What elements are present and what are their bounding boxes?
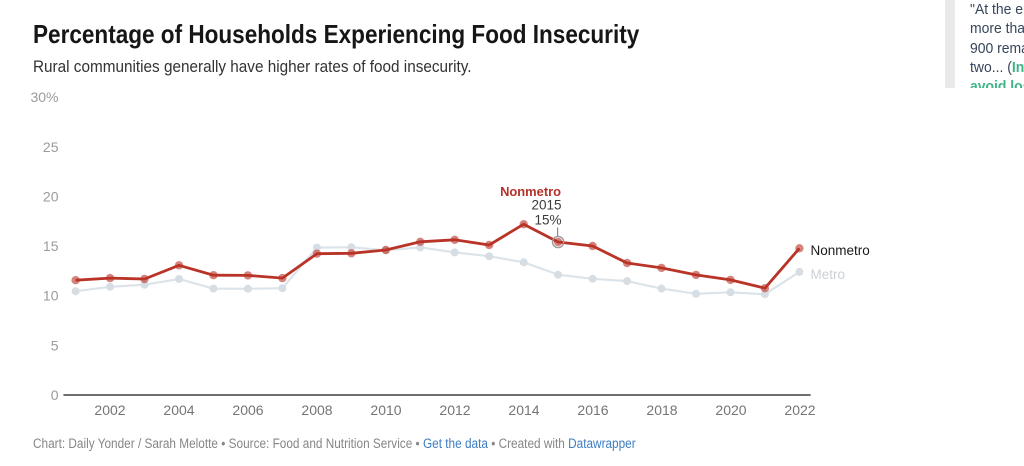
svg-text:2022: 2022	[784, 402, 815, 418]
svg-text:30%: 30%	[30, 89, 58, 105]
svg-text:10: 10	[43, 288, 59, 304]
svg-text:2008: 2008	[301, 402, 332, 418]
svg-text:2010: 2010	[370, 402, 401, 418]
svg-text:2012: 2012	[439, 402, 470, 418]
svg-text:15%: 15%	[534, 212, 561, 227]
svg-text:Metro: Metro	[811, 267, 846, 282]
svg-text:2004: 2004	[163, 402, 194, 418]
svg-text:2006: 2006	[232, 402, 263, 418]
svg-text:5: 5	[51, 337, 59, 353]
svg-text:Nonmetro: Nonmetro	[500, 184, 561, 199]
svg-text:2014: 2014	[508, 402, 539, 418]
svg-text:0: 0	[51, 387, 59, 403]
svg-text:20: 20	[43, 188, 59, 204]
svg-text:15: 15	[43, 238, 59, 254]
svg-text:2015: 2015	[531, 198, 561, 213]
svg-text:2018: 2018	[646, 402, 677, 418]
svg-text:Nonmetro: Nonmetro	[811, 243, 870, 258]
svg-text:2016: 2016	[577, 402, 608, 418]
svg-text:25: 25	[43, 139, 59, 155]
svg-text:2020: 2020	[715, 402, 746, 418]
svg-text:2002: 2002	[94, 402, 125, 418]
